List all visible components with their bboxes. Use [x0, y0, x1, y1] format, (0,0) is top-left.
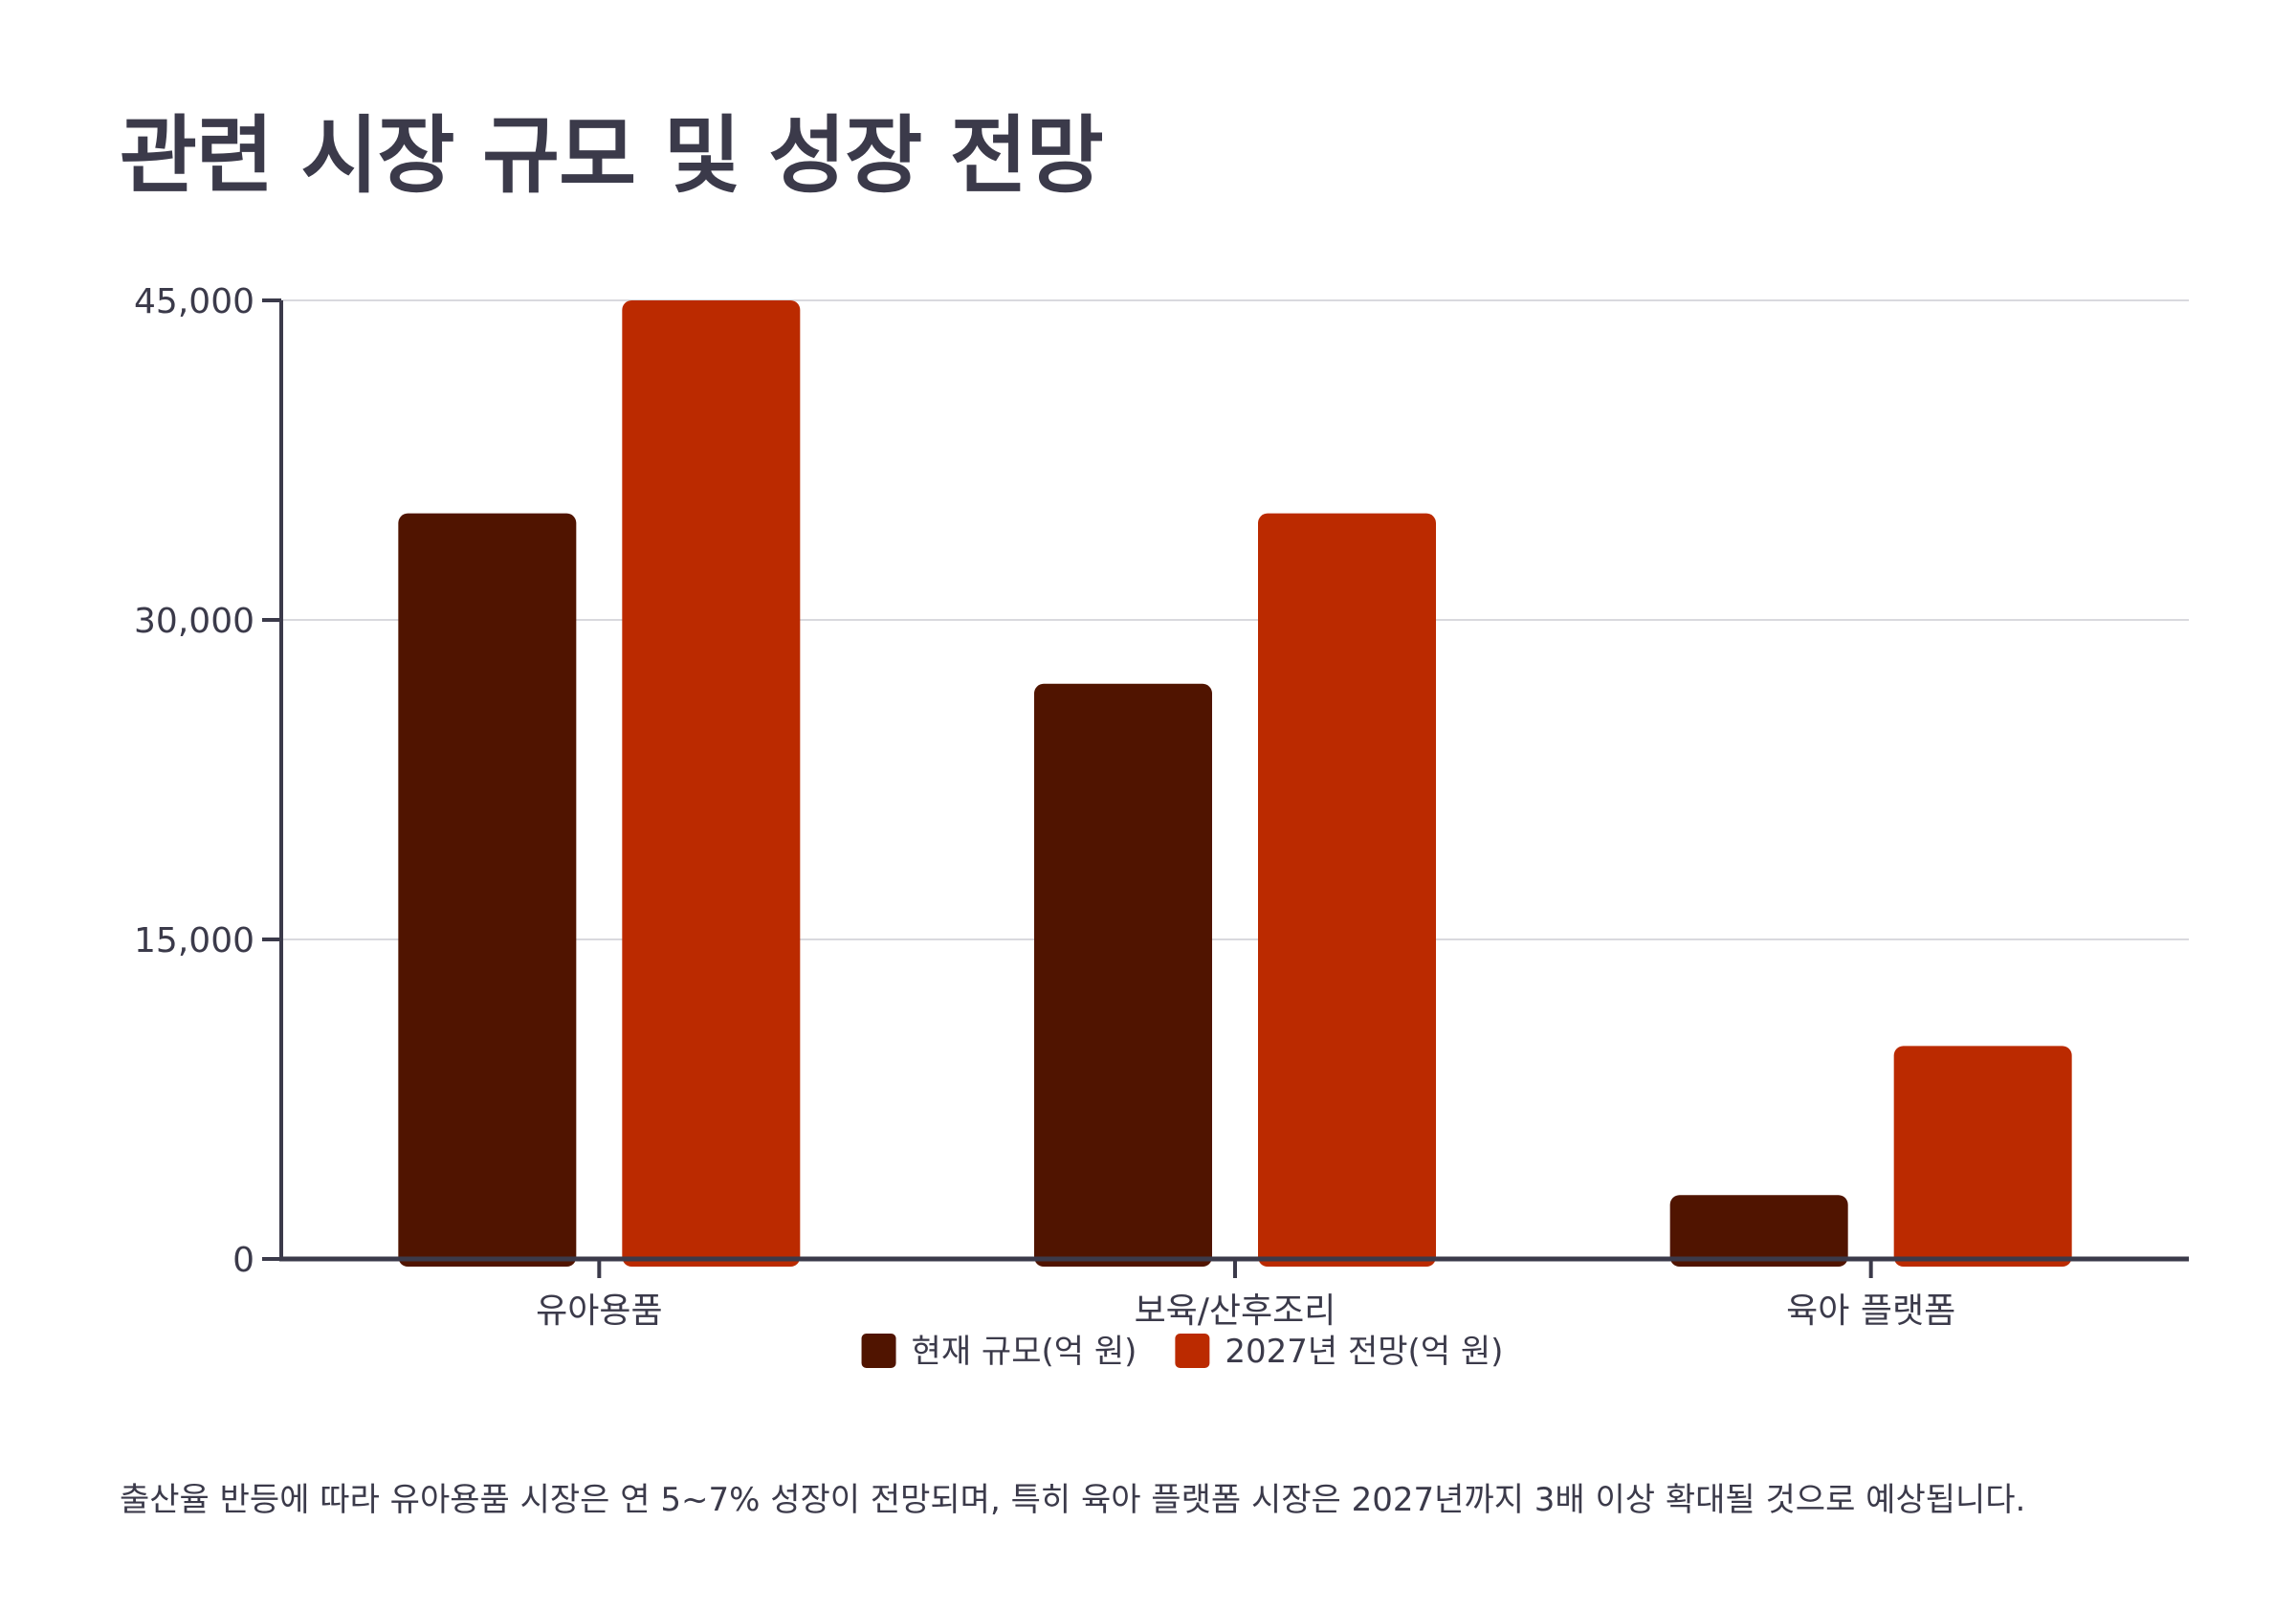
x-axis-tick-labels: 유아용품 보육/산후조리 육아 플랫폼 [536, 1291, 1955, 1331]
y-tick-label: 30,000 [134, 602, 254, 641]
legend-label: 2027년 전망(억 원) [1225, 1333, 1503, 1371]
y-tick-label: 15,000 [134, 921, 254, 960]
y-axis-tick-labels: 0 15,000 30,000 45,000 [134, 282, 254, 1280]
y-tick-label: 45,000 [134, 282, 254, 321]
y-tick-label: 0 [232, 1241, 254, 1280]
bar [1893, 1046, 2072, 1267]
bars [398, 300, 2072, 1267]
bar [398, 513, 577, 1267]
legend-label: 현재 규모(억 원) [912, 1333, 1137, 1371]
legend-swatch [1175, 1334, 1210, 1368]
bar [622, 300, 801, 1267]
page-title: 관련 시장 규모 및 성장 전망 [120, 106, 1104, 205]
legend-swatch [861, 1334, 896, 1368]
x-tick-label: 보육/산후조리 [1135, 1291, 1336, 1331]
bar [1034, 683, 1212, 1267]
gridlines [281, 299, 2189, 940]
bar [1258, 513, 1436, 1267]
bar [1669, 1195, 1848, 1267]
caption: 출산율 반등에 따라 유아용품 시장은 연 5~7% 성장이 전망되며, 특히 … [120, 1481, 2026, 1519]
legend-item: 현재 규모(억 원) [861, 1333, 1137, 1371]
axes [262, 298, 2189, 1278]
legend-item: 2027년 전망(억 원) [1175, 1333, 1503, 1371]
x-tick-label: 유아용품 [536, 1291, 662, 1331]
x-tick-label: 육아 플랫폼 [1786, 1291, 1955, 1331]
legend: 현재 규모(억 원) 2027년 전망(억 원) [861, 1333, 1503, 1371]
